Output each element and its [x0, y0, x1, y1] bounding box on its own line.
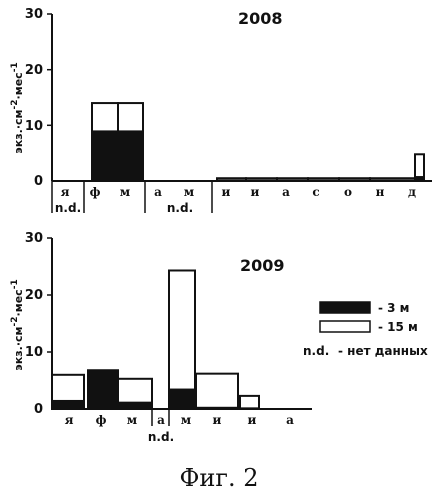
chart-2008: 2008 экз.·см-2·мес-1 30 20 10 0 я ф м а …: [10, 7, 432, 215]
chart-2008-month-6: и: [222, 185, 231, 199]
chart-2008-month-3: м: [120, 185, 131, 199]
ylabel-mid: ·мес: [12, 289, 25, 316]
chart-2009-bar-3m-5: [170, 389, 194, 409]
chart-2009-ylabel: экз.·см-2·мес-1: [10, 279, 25, 370]
chart-2009-bar-3m-3: [119, 402, 151, 409]
chart-2009-ytick-label-10: 10: [25, 345, 43, 360]
chart-2009-bar-15m-5: [169, 270, 195, 409]
chart-2008-month-labels: я ф м а м и и а с о н д: [61, 185, 416, 199]
chart-2008-bar-3m-3: [119, 131, 142, 181]
ylabel-main: экз.·см: [12, 326, 25, 370]
ylabel-exp2: -1: [10, 279, 20, 289]
chart-2008-ytick-label-0: 0: [34, 174, 43, 189]
chart-2009-bar-3m-7: [241, 408, 258, 409]
chart-2009-month-4: а: [157, 413, 165, 427]
chart-2008-month-12: д: [408, 185, 416, 199]
ylabel-main: экз.·см: [12, 109, 25, 153]
chart-2009-month-1: я: [65, 413, 74, 427]
chart-2009-title: 2009: [240, 256, 285, 275]
chart-2008-month-5: м: [184, 185, 195, 199]
chart-2008-bar-3m-11: [371, 180, 414, 181]
chart-2009-bar-3m-1: [53, 400, 83, 409]
chart-2008-month-1: я: [61, 185, 70, 199]
chart-2009-ytick-label-0: 0: [34, 402, 43, 417]
ylabel-exp1: -2: [10, 99, 20, 109]
ylabel-exp2: -1: [10, 62, 20, 72]
chart-2009-month-3: м: [127, 413, 138, 427]
chart-2008-ytick-label-10: 10: [25, 119, 43, 134]
legend: - 3 м - 15 м n.d. - нет данных: [303, 301, 428, 358]
chart-2008-nd-label-1: n.d.: [55, 201, 81, 215]
legend-label-15m: - 15 м: [378, 320, 418, 334]
chart-2008-ytick-label-20: 20: [25, 63, 43, 78]
chart-2009: 2009 экз.·см-2·мес-1 30 20 10 0 я ф м а …: [10, 231, 312, 444]
ylabel-mid: ·мес: [12, 72, 25, 99]
chart-2009-month-labels: я ф м а м и и а: [65, 413, 295, 427]
chart-2009-ytick-label-30: 30: [25, 231, 43, 246]
chart-2008-bar-3m-2: [93, 131, 117, 181]
chart-2008-bars: [92, 103, 424, 181]
chart-2008-month-4: а: [154, 185, 162, 199]
chart-2008-bar-3m-10: [340, 180, 369, 181]
chart-2008-bar-3m-6: [218, 180, 245, 181]
svg-text:экз.·см-2·мес-1: экз.·см-2·мес-1: [10, 279, 25, 370]
chart-2008-bar-3m-7: [247, 180, 276, 181]
legend-nd-abbrev: n.d.: [303, 344, 329, 358]
chart-2008-bar-3m-8: [278, 180, 307, 181]
chart-2009-bar-15m-7: [240, 396, 259, 409]
chart-2009-month-2: ф: [96, 413, 107, 427]
chart-2008-title: 2008: [238, 9, 283, 28]
legend-swatch-3m: [320, 302, 370, 313]
chart-2009-month-5: м: [181, 413, 192, 427]
chart-2008-month-10: о: [344, 185, 352, 199]
chart-2009-month-6: и: [213, 413, 222, 427]
chart-2009-bar-15m-6: [196, 374, 238, 409]
chart-2008-month-7: и: [251, 185, 260, 199]
legend-swatch-15m: [320, 321, 370, 332]
chart-2008-bar-3m-9: [309, 180, 338, 181]
chart-2008-month-9: с: [312, 185, 319, 199]
chart-2008-month-2: ф: [90, 185, 101, 199]
chart-2009-bar-3m-2: [89, 370, 117, 409]
chart-2009-ytick-label-20: 20: [25, 288, 43, 303]
svg-text:экз.·см-2·мес-1: экз.·см-2·мес-1: [10, 62, 25, 153]
chart-2008-ylabel: экз.·см-2·мес-1: [10, 62, 25, 153]
chart-2008-month-11: н: [376, 185, 385, 199]
chart-2009-nd-label: n.d.: [148, 430, 174, 444]
chart-2009-bars: [52, 270, 259, 409]
legend-label-3m: - 3 м: [378, 301, 410, 315]
chart-2008-ytick-label-30: 30: [25, 7, 43, 22]
chart-2009-bar-3m-6: [197, 407, 237, 409]
ylabel-exp1: -2: [10, 316, 20, 326]
chart-2009-month-7: и: [248, 413, 257, 427]
chart-2008-month-8: а: [282, 185, 290, 199]
figure-caption: Фиг. 2: [179, 464, 258, 492]
chart-2008-bar-3m-12: [416, 177, 423, 181]
chart-2008-nd-label-2: n.d.: [167, 201, 193, 215]
chart-2009-month-8: а: [286, 413, 294, 427]
legend-nd-desc: - нет данных: [338, 344, 428, 358]
